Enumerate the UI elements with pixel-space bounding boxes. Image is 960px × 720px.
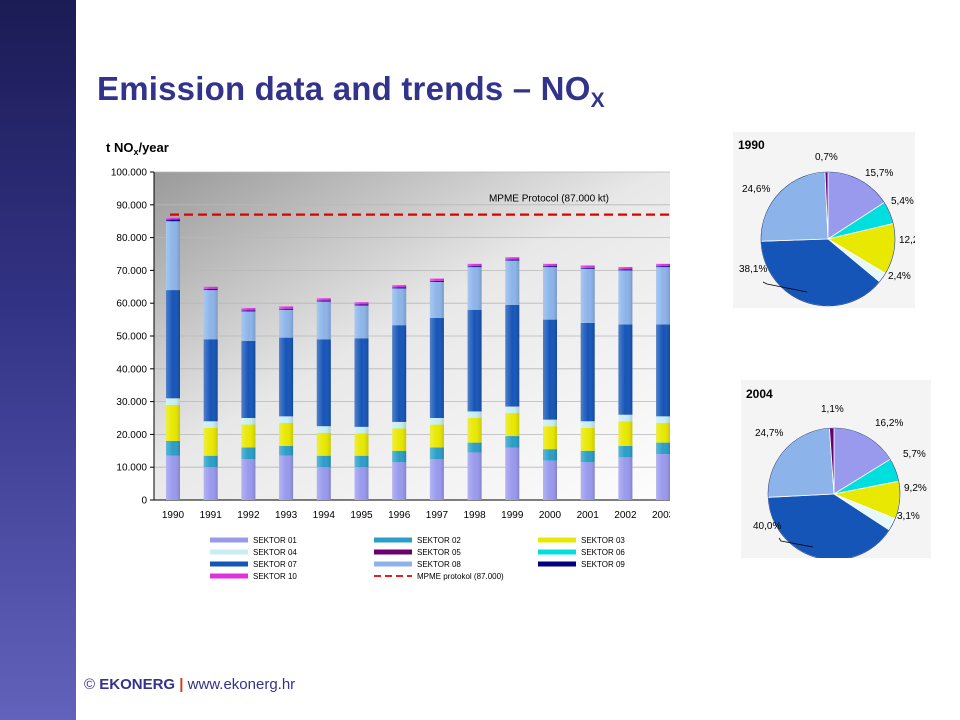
pie-outline [760, 171, 896, 307]
pie-leader-line [762, 281, 808, 293]
page-title: Emission data and trends – NOX [97, 70, 605, 113]
y-tick-label: 20.000 [116, 430, 147, 441]
legend-label: SEKTOR 02 [417, 536, 461, 545]
pie-slice-label: 0,7% [815, 152, 838, 163]
y-tick-label: 50.000 [116, 332, 147, 343]
bar-shading [656, 263, 670, 500]
pie-title: 2004 [746, 387, 773, 401]
legend-label: SEKTOR 09 [581, 560, 625, 569]
x-tick-label: 2000 [539, 510, 562, 521]
legend-label: SEKTOR 05 [417, 548, 461, 557]
legend-swatch [374, 561, 412, 567]
bar-shading [580, 265, 595, 500]
legend-label: SEKTOR 04 [253, 548, 297, 557]
x-tick-label: 1992 [237, 510, 260, 521]
stacked-bar-chart: t NOx/year 0 10.000 20.000 30.000 40.000 50.0… [106, 140, 670, 581]
pie-slice-label: 9,2% [904, 483, 927, 494]
protocol-annotation: MPME Protocol (87.000 kt) [489, 194, 609, 205]
x-tick-label: 1993 [275, 510, 298, 521]
y-tick-label: 100.000 [111, 168, 148, 179]
pie-chart-2004: 2004 16,2% 5,7% 9,2% 3,1% 40,0% 24,7% 1,1% [741, 380, 931, 558]
legend-label: SEKTOR 10 [253, 572, 297, 581]
legend-swatch [210, 573, 248, 579]
y-tick-label: 90.000 [116, 200, 147, 211]
x-tick-label: 1994 [313, 510, 336, 521]
bar-shading [241, 308, 256, 500]
pie-slice-label: 3,1% [897, 511, 920, 522]
y-tick-label: 30.000 [116, 397, 147, 408]
pie-leader-line [778, 537, 814, 548]
pie-slice-label: 24,7% [755, 428, 783, 439]
y-tick-label: 40.000 [116, 364, 147, 375]
x-tick-label: 1997 [426, 510, 449, 521]
legend-label: MPME protokol (87.000) [417, 572, 504, 581]
y-tick-label: 10.000 [116, 463, 147, 474]
bar-shading [354, 302, 369, 500]
pie-outline [767, 427, 901, 558]
legend-swatch [374, 537, 412, 543]
pie-slice-label: 5,7% [903, 449, 926, 460]
x-tick-label: 1999 [501, 510, 524, 521]
pie-slice-label: 24,6% [742, 184, 770, 195]
footer-brand: EKONERG [99, 676, 176, 693]
footer: © EKONERG | www.ekonerg.hr [84, 676, 295, 693]
title-main: Emission data and trends – NO [97, 70, 591, 107]
x-tick-label: 1995 [350, 510, 373, 521]
x-tick-label: 1996 [388, 510, 411, 521]
pie-title: 1990 [738, 138, 765, 152]
title-subscript: X [590, 89, 605, 112]
pie-slice-label: 40,0% [753, 521, 781, 532]
x-tick-label: 2001 [577, 510, 600, 521]
legend-swatch [210, 561, 248, 567]
legend-label: SEKTOR 01 [253, 536, 297, 545]
legend-swatch [538, 561, 576, 567]
y-tick-label: 80.000 [116, 233, 147, 244]
pie-slice-label: 5,4% [891, 196, 914, 207]
pie-slice-label: 15,7% [865, 168, 893, 179]
copyright-symbol: © [84, 676, 96, 693]
sidebar-band [0, 0, 76, 720]
bar-shading [392, 285, 407, 500]
bar-shading [467, 263, 482, 500]
bar-shading [505, 257, 520, 500]
bar-shading [543, 263, 557, 500]
legend-swatch [210, 549, 248, 555]
y-axis-label: t NOx/year [106, 140, 169, 157]
legend-label: SEKTOR 06 [581, 548, 625, 557]
y-tick-label: 60.000 [116, 299, 147, 310]
bar-shading [166, 217, 180, 501]
legend-swatch [210, 537, 248, 543]
bar-shading [618, 267, 633, 500]
legend-swatch [374, 549, 412, 555]
x-tick-label: 1990 [162, 510, 185, 521]
legend-swatch [538, 537, 576, 543]
pie-slice-label: 38,1% [739, 264, 767, 275]
footer-separator: | [179, 676, 184, 693]
x-tick-label: 1998 [463, 510, 486, 521]
footer-url-link[interactable]: www.ekonerg.hr [187, 676, 296, 693]
y-tick-label: 70.000 [116, 266, 147, 277]
bar-shading [316, 298, 331, 500]
x-tick-label: 2003 [652, 510, 670, 521]
pie-chart-1990: 1990 15,7% 5,4% 12,2% 2,4% 38,1% 24,6% 0,7% [733, 132, 915, 308]
legend-label: SEKTOR 03 [581, 536, 625, 545]
x-tick-label: 2002 [614, 510, 637, 521]
legend-swatch [538, 549, 576, 555]
pie-slice-label: 16,2% [875, 418, 903, 429]
legend-label: SEKTOR 08 [417, 560, 461, 569]
legend-label: SEKTOR 07 [253, 560, 297, 569]
pie-slice-label: 2,4% [888, 271, 911, 282]
pie-slice-label: 1,1% [821, 404, 844, 415]
bar-shading [279, 306, 294, 500]
bar-shading [203, 286, 218, 500]
x-tick-label: 1991 [200, 510, 223, 521]
y-tick-label: 0 [141, 496, 147, 507]
pie-slice-label: 12,2% [899, 235, 915, 246]
bar-shading [429, 278, 444, 500]
